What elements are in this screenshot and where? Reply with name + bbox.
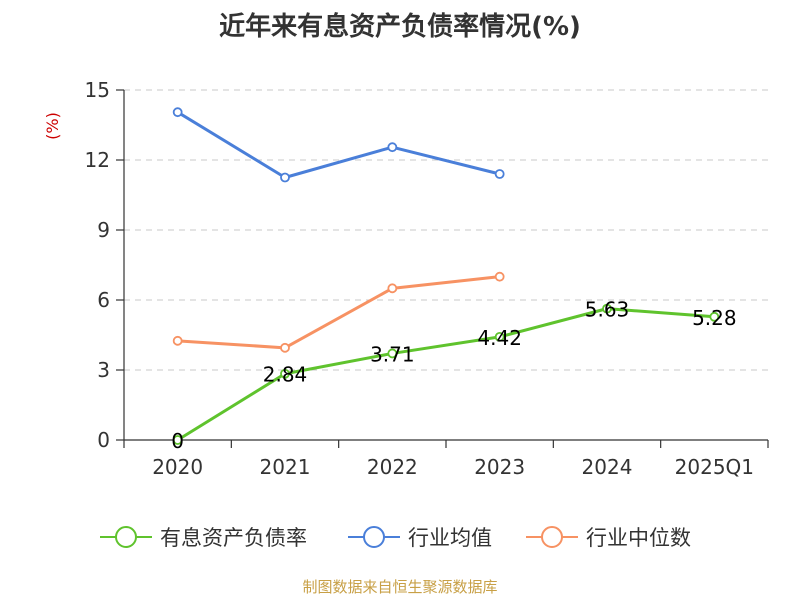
y-tick-label: 6: [97, 288, 110, 312]
data-label: 5.28: [692, 306, 737, 330]
x-tick-label: 2025Q1: [675, 455, 754, 479]
data-point-行业均值: [387, 142, 398, 153]
data-point-行业均值: [172, 107, 183, 118]
data-labels: 0 2.84 3.71 4.42 5.63 5.28: [171, 298, 736, 453]
data-point-行业均值: [494, 169, 505, 179]
y-tick-label: 15: [85, 78, 110, 102]
data-point-有息资产负债率: [709, 311, 720, 322]
gridlines: [124, 89, 768, 371]
data-label: 0: [171, 429, 184, 453]
data-point-行业中位数: [172, 335, 183, 346]
data-point-行业中位数: [387, 283, 398, 294]
legend: 有息资产负债率 行业均值 行业中位数: [100, 526, 691, 550]
y-tick-label: 3: [97, 358, 110, 382]
y-tick-label: 12: [85, 148, 110, 172]
data-point-有息资产负债率: [387, 348, 398, 359]
legend-marker: [541, 526, 563, 548]
legend-marker: [115, 526, 137, 548]
x-tick-label: 2024: [582, 455, 633, 479]
y-tick-label: 0: [97, 428, 110, 452]
y-tick-labels: 0 3 6 9 12 15: [85, 78, 110, 452]
legend-label: 行业均值: [408, 526, 492, 550]
data-point-行业均值: [280, 172, 290, 183]
chart-title: 近年来有息资产负债率情况(%): [219, 12, 581, 42]
y-axis-unit-label: (%): [43, 112, 62, 140]
data-point-行业中位数: [280, 342, 290, 353]
y-tick-label: 9: [97, 218, 110, 242]
data-label: 5.63: [585, 298, 630, 322]
x-tick-labels: 2020 2021 2022 2023 2024 2025Q1: [152, 455, 754, 479]
series-line-行业中位数: [177, 275, 500, 350]
series-line-有息资产负债率: [176, 307, 715, 442]
series-lines: [176, 110, 715, 442]
axes: [116, 89, 769, 448]
data-label: 4.42: [477, 326, 522, 350]
legend-item-行业中位数: 行业中位数: [526, 526, 691, 550]
x-tick-label: 2020: [152, 455, 203, 479]
legend-item-有息资产负债率: 有息资产负债率: [100, 526, 307, 550]
data-source-note: 制图数据来自恒生聚源数据库: [302, 578, 498, 596]
data-point-有息资产负债率: [280, 368, 290, 379]
data-label: 3.71: [370, 342, 415, 366]
data-point-有息资产负债率: [172, 435, 183, 445]
series-points: [172, 107, 720, 445]
series-line-行业均值: [176, 110, 501, 179]
legend-label: 有息资产负债率: [160, 526, 307, 550]
x-tick-label: 2021: [260, 455, 311, 479]
data-point-有息资产负债率: [494, 331, 505, 342]
data-point-有息资产负债率: [602, 303, 612, 314]
x-tick-label: 2023: [474, 455, 525, 479]
legend-item-行业均值: 行业均值: [348, 526, 492, 550]
data-point-行业中位数: [494, 271, 505, 282]
legend-marker: [363, 526, 385, 548]
data-label: 2.84: [263, 363, 308, 387]
legend-label: 行业中位数: [586, 526, 691, 550]
x-tick-label: 2022: [367, 455, 418, 479]
